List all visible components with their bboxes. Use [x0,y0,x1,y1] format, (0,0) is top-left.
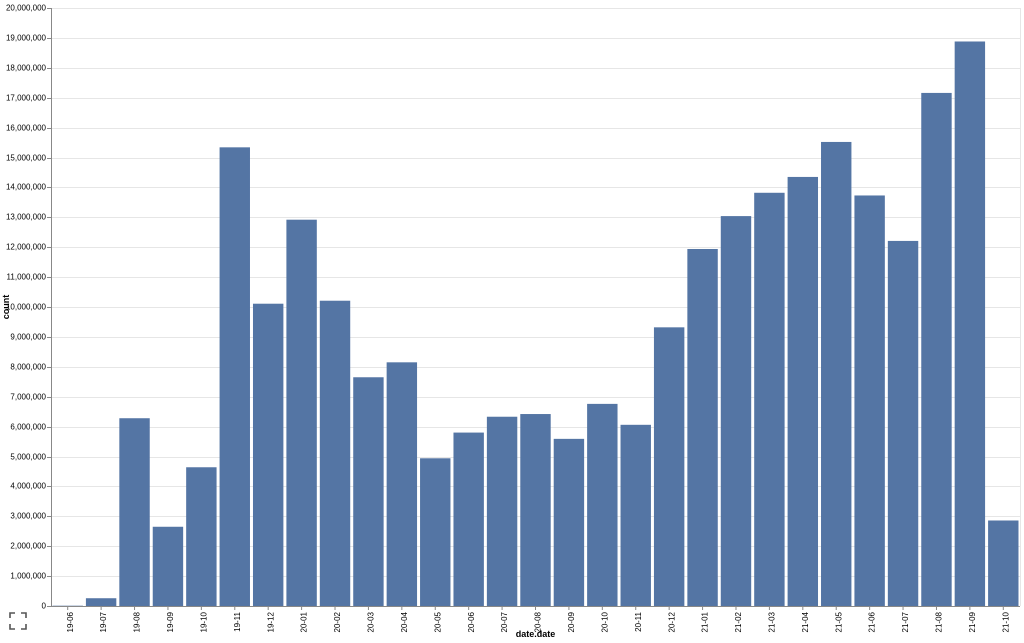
bar-20-01 [286,220,316,606]
bar-21-04 [788,177,818,606]
y-tick-label: 6,000,000 [10,423,46,432]
x-tick-label: 20-05 [433,611,442,632]
bar-21-02 [721,216,751,606]
x-tick-label: 21-01 [701,611,710,632]
bar-19-12 [253,304,283,606]
bar-20-06 [453,433,483,606]
x-tick-label: 21-07 [901,611,910,632]
x-tick-label: 20-06 [467,611,476,632]
bar-19-11 [220,147,250,606]
bar-20-11 [621,425,651,606]
bar-19-07 [86,598,116,606]
bar-20-04 [387,362,417,606]
bar-20-08 [520,414,550,606]
bar-21-05 [821,142,851,606]
bar-21-06 [854,195,884,606]
y-tick-label: 12,000,000 [6,243,47,252]
y-axis: 0 1,000,000 2,000,000 3,000,000 4,000,000 5,0… [6,4,52,611]
bar-21-03 [754,193,784,606]
y-tick-label: 16,000,000 [6,124,47,133]
y-tick-label: 8,000,000 [10,363,46,372]
x-tick-label: 20-02 [333,611,342,632]
expand-icon-glyph [9,612,27,630]
bar-20-03 [353,377,383,606]
y-tick-label: 19,000,000 [6,34,47,43]
y-tick-label: 11,000,000 [7,273,47,282]
bar-20-05 [420,458,450,606]
x-tick-label: 21-06 [868,611,877,632]
x-tick-label: 21-03 [768,611,777,632]
y-tick-label: 0 [42,602,47,611]
x-tick-label: 20-11 [634,611,643,631]
y-tick-label: 1,000,000 [10,572,46,581]
bar-20-02 [320,301,350,606]
x-tick-label: 21-08 [935,611,944,632]
x-tick-label: 20-10 [600,611,609,632]
x-tick-label: 19-11 [233,611,242,631]
y-tick-label: 17,000,000 [6,94,47,103]
x-tick-label: 20-04 [400,611,409,632]
x-tick-label: 20-09 [567,611,576,632]
bar-21-10 [988,520,1018,606]
x-tick-label: 21-09 [968,611,977,632]
x-tick-label: 21-04 [801,611,810,632]
expand-icon[interactable] [9,612,27,630]
x-tick-label: 19-10 [199,611,208,632]
bars [53,41,1019,606]
bar-21-01 [687,249,717,606]
bar-19-08 [119,418,149,606]
x-tick-label: 21-02 [734,611,743,632]
bar-21-07 [888,241,918,606]
y-tick-label: 3,000,000 [10,512,46,521]
x-tick-label: 19-06 [66,611,75,632]
bar-20-07 [487,417,517,606]
y-tick-label: 18,000,000 [6,64,47,73]
y-axis-title: count [1,295,11,320]
bar-19-09 [153,527,183,606]
x-tick-label: 19-09 [166,611,175,632]
bar-20-12 [654,327,684,606]
x-tick-label: 20-07 [500,611,509,632]
bar-19-10 [186,467,216,606]
y-tick-label: 4,000,000 [10,482,46,491]
bar-20-10 [587,404,617,606]
bar-21-08 [921,93,951,606]
y-tick-label: 10,000,000 [6,303,47,312]
bar-21-09 [955,41,985,606]
x-tick-label: 19-07 [99,611,108,632]
x-tick-label: 21-10 [1001,611,1010,632]
y-tick-label: 2,000,000 [10,542,46,551]
y-tick-label: 13,000,000 [6,213,47,222]
x-tick-label: 20-01 [300,611,309,632]
x-tick-label: 19-12 [266,611,275,632]
x-tick-label: 21-05 [834,611,843,632]
x-tick-label: 20-03 [367,611,376,632]
y-tick-label: 20,000,000 [6,4,47,13]
y-tick-label: 7,000,000 [10,393,46,402]
x-axis-title: date.date [516,629,556,638]
x-tick-label: 19-08 [133,611,142,632]
bar-20-09 [554,439,584,606]
y-tick-label: 15,000,000 [6,154,47,163]
x-tick-label: 20-12 [667,611,676,632]
y-tick-label: 14,000,000 [6,183,47,192]
y-tick-label: 9,000,000 [10,333,46,342]
y-tick-label: 5,000,000 [10,453,46,462]
